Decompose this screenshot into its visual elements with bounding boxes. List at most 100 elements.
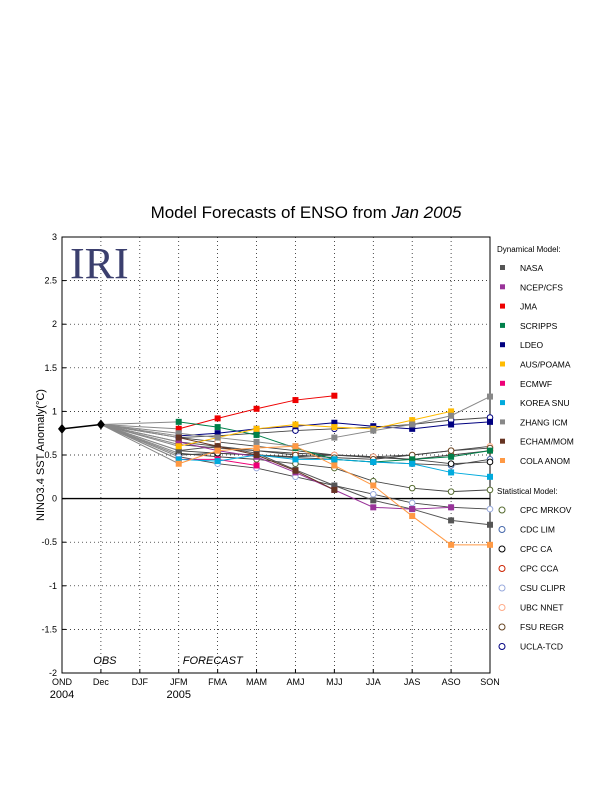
x-tick-label: Dec: [93, 677, 110, 687]
data-point-dynamical: [448, 408, 455, 415]
y-tick-label: 0: [52, 494, 57, 504]
legend-label-dynamical: SCRIPPS: [520, 321, 558, 331]
y-tick-label: 2.5: [44, 276, 57, 286]
data-point-dynamical: [448, 541, 455, 548]
legend-label-dynamical: NCEP/CFS: [520, 282, 563, 292]
legend-label-dynamical: NASA: [520, 263, 543, 273]
legend-label-statistical: CPC CCA: [520, 564, 559, 574]
data-point-dynamical: [253, 431, 260, 438]
data-point-dynamical: [292, 467, 299, 474]
y-tick-label: 2: [52, 319, 57, 329]
data-point-dynamical: [253, 405, 260, 412]
legend-dynamical-title: Dynamical Model:: [497, 245, 561, 254]
data-point-dynamical: [292, 421, 299, 428]
legend-label-statistical: CSU CLIPR: [520, 583, 565, 593]
legend-marker-dynamical: [500, 342, 505, 348]
legend-label-dynamical: JMA: [520, 302, 537, 312]
data-point-dynamical: [487, 521, 493, 528]
data-point-dynamical: [292, 456, 299, 463]
data-point-dynamical: [487, 473, 493, 480]
legend-marker-statistical: [498, 643, 506, 650]
data-point-dynamical: [253, 438, 260, 445]
data-point-dynamical: [409, 460, 416, 467]
data-point-dynamical: [370, 427, 377, 434]
x-year-label: 2005: [166, 689, 190, 701]
legend-marker-dynamical: [500, 303, 505, 309]
data-point-dynamical: [175, 425, 182, 432]
data-point-dynamical: [175, 443, 182, 450]
x-tick-label: JAS: [404, 677, 421, 687]
data-point-dynamical: [370, 458, 377, 465]
data-point-statistical: [369, 490, 377, 498]
observed-point: [96, 419, 105, 430]
data-point-dynamical: [370, 504, 377, 511]
series-line-dynamical: [178, 395, 335, 430]
y-tick-label: -2: [49, 668, 57, 678]
y-tick-label: 1.5: [44, 363, 57, 373]
legend-marker-dynamical: [500, 284, 505, 290]
data-point-dynamical: [175, 447, 182, 454]
legend-label-statistical: FSU REGR: [520, 622, 564, 632]
legend-label-statistical: CPC MRKOV: [520, 505, 572, 515]
data-point-dynamical: [409, 513, 416, 520]
fan-line: [100, 424, 179, 465]
data-point-dynamical: [487, 418, 493, 425]
data-point-statistical: [447, 488, 455, 495]
data-point-dynamical: [214, 443, 221, 450]
x-tick-label: MAM: [246, 677, 267, 687]
legend-marker-statistical: [498, 545, 506, 553]
legend-marker-statistical: [498, 506, 506, 514]
data-point-dynamical: [409, 425, 416, 432]
fan-line: [100, 421, 179, 425]
data-point-dynamical: [331, 456, 338, 463]
fan-line: [100, 423, 179, 443]
legend-label-dynamical: AUS/POAMA: [520, 360, 571, 370]
data-point-dynamical: [214, 434, 221, 441]
x-tick-label: JFM: [170, 677, 188, 687]
data-point-statistical: [447, 447, 455, 454]
data-point-statistical: [486, 458, 494, 466]
legend-marker-dynamical: [500, 438, 505, 444]
legend-marker-dynamical: [500, 458, 505, 463]
data-point-dynamical: [487, 541, 493, 548]
data-point-dynamical: [292, 443, 299, 450]
x-tick-label: ASO: [442, 677, 461, 687]
data-point-dynamical: [409, 417, 416, 424]
data-point-dynamical: [214, 447, 221, 454]
data-point-dynamical: [487, 393, 493, 400]
legend-label-dynamical: KOREA SNU: [520, 398, 570, 408]
legend-marker-dynamical: [500, 400, 505, 406]
data-point-dynamical: [487, 447, 493, 454]
legend-marker-statistical: [498, 604, 506, 611]
data-point-dynamical: [175, 460, 182, 467]
y-tick-label: -1: [49, 581, 57, 591]
y-axis-label: NINO3.4 SST Anomaly(°C): [35, 389, 47, 521]
fan-line: [100, 424, 179, 458]
chart-title-month: Jan 2005: [391, 203, 462, 222]
data-point-dynamical: [448, 517, 455, 524]
legend-marker-dynamical: [500, 361, 505, 367]
legend-label-dynamical: ECMWF: [520, 379, 552, 389]
data-point-dynamical: [292, 397, 299, 404]
legend-label-statistical: CPC CA: [520, 544, 552, 554]
data-point-dynamical: [448, 469, 455, 476]
data-point-dynamical: [331, 434, 338, 441]
data-point-dynamical: [214, 424, 221, 431]
series-line-dynamical: [178, 410, 452, 447]
legend-marker-statistical: [498, 526, 506, 533]
data-point-dynamical: [448, 412, 455, 419]
data-point-dynamical: [175, 438, 182, 445]
fan-line: [100, 423, 179, 439]
data-point-dynamical: [331, 419, 338, 426]
fan-line: [100, 423, 179, 430]
data-point-dynamical: [409, 421, 416, 428]
legend-label-statistical: UCLA-TCD: [520, 642, 563, 652]
data-point-dynamical: [370, 482, 377, 489]
series-line-dynamical: [178, 441, 452, 510]
y-tick-label: 1: [52, 406, 57, 416]
data-point-dynamical: [214, 430, 221, 437]
data-point-dynamical: [331, 462, 338, 469]
data-point-dynamical: [331, 482, 338, 489]
fan-line: [100, 424, 179, 452]
